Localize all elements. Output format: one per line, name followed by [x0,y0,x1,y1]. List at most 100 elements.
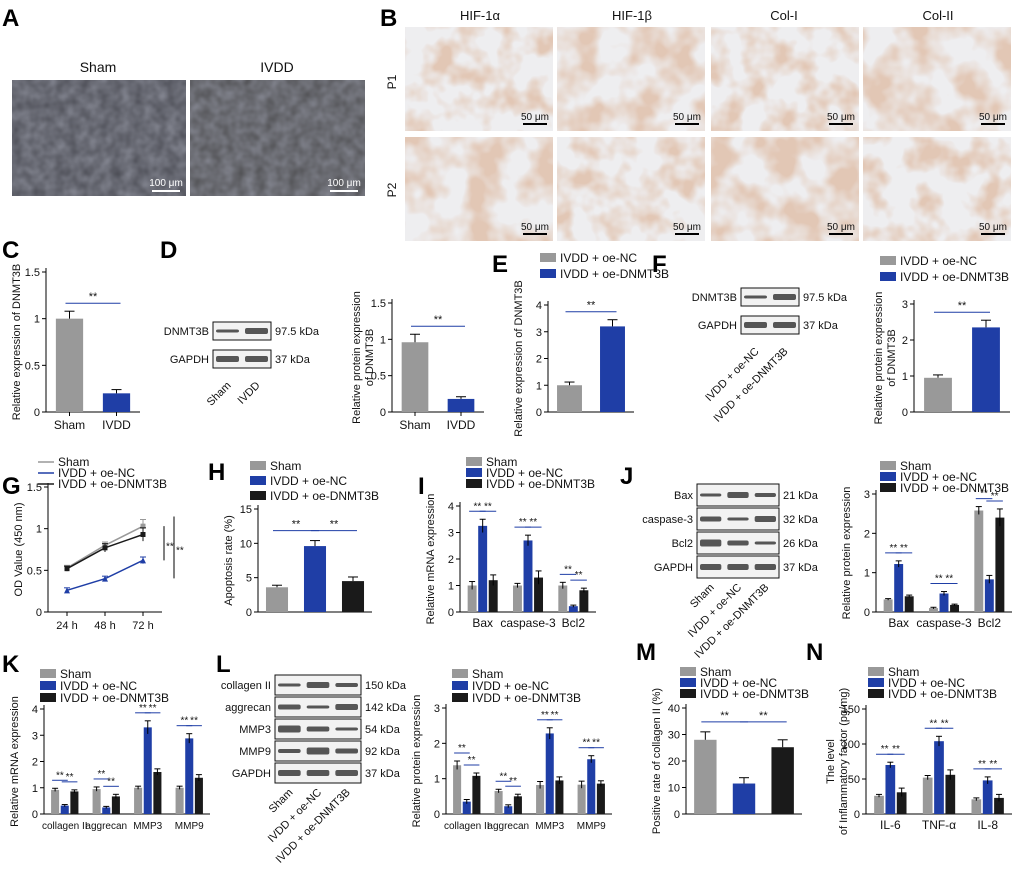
significance-label: ** [458,743,466,754]
panel-a: A Sham IVDD 100 μm 100 μm [2,5,365,196]
blot-band [245,356,268,362]
panel-label-d: D [160,237,177,264]
y-axis-label: Apoptosis rate (%) [223,515,235,605]
y-axis-label-line: of DNMT3B [364,329,376,386]
blot-band [773,322,796,328]
bar-bax-sham [883,599,893,612]
blot-band [335,704,358,710]
panel-label-m: M [636,639,656,666]
significance-label: ** [945,574,953,585]
blot-band [754,493,776,497]
y-axis-label: The levelof Inflammatory factor (pg/mg) [825,688,850,835]
blot-band [744,322,767,328]
stain-image-col-i-p2: 50 μm [711,137,859,241]
x-tick-label: IL-6 [880,818,901,832]
bar-bcl2-sham [974,510,984,612]
bar-ivdd-oe-dnmt3b [972,327,1000,412]
panel-b: B HIF-1α HIF-1β Col-I Col-II P1 P2 50 μm… [380,5,1011,241]
y-tick-label: 2 [864,528,870,540]
legend-label: IVDD + oe-DNMT3B [900,481,1009,495]
blot-strip-dnmt3b [740,287,800,307]
significance-label: ** [958,300,967,312]
blot-band [306,705,330,709]
bar-ivdd-oe-nc [924,377,952,412]
significance-label: ** [468,755,476,766]
y-tick-label: 3 [32,730,38,742]
blot-band [278,704,301,710]
y-tick-label: 0 [902,407,908,419]
legend-swatch [250,491,266,500]
stain-image-col-i-p1: 50 μm [711,27,859,131]
bar-aggrecan-ivdd-oe-dnmt3b [111,796,120,814]
y-tick-label: 0 [32,809,38,821]
significance-label: ** [991,491,999,502]
x-tick-label: Bax [888,616,909,630]
bar-sham [55,318,84,412]
scale-bar-label: 100 μm [327,178,361,189]
bar-aggrecan-ivdd-oe-nc [102,807,111,814]
legend-label: IVDD + oe-NC [486,466,563,480]
x-tick-label: IVDD [447,418,476,432]
blot-row-label: GAPDH [170,354,209,366]
significance-label: ** [587,300,596,312]
significance-label: ** [190,716,198,727]
legend-label: IVDD + oe-NC [60,679,137,693]
legend-swatch [680,667,696,676]
y-axis-label: Relative expression of DNMT3B [11,264,23,421]
blot-band [278,749,301,753]
blot-band [306,682,330,688]
legend-swatch [452,681,468,690]
blot-row-label: DNMT3B [164,326,209,338]
bar-il-6-ivdd-oe-dnmt3b [896,792,907,814]
bar-ivdd-oe-dnmt3b [771,747,794,814]
blot-band [727,492,749,498]
stain-image-hif-1-p2: 50 μm [405,137,553,241]
legend-label: IVDD + oe-NC [900,254,977,268]
significance-label: ** [881,744,889,755]
x-tick-label: Bax [472,616,493,630]
y-tick-label: 20 [668,756,680,768]
y-tick-label: 2 [902,335,908,347]
data-point [64,587,70,594]
significance-label: ** [509,776,517,787]
bar-mmp9-sham [577,784,586,814]
legend-swatch [40,681,56,690]
y-tick-label: 3 [902,299,908,311]
row-title-p1: P1 [385,74,399,89]
bar-aggrecan-ivdd-oe-nc [504,806,513,814]
bar-sham [401,342,429,412]
legend-label: IVDD + oe-NC [700,676,777,690]
legend-label: IVDD + oe-NC [58,466,135,480]
blot-strip-dnmt3b [212,321,272,341]
blot-kda-label: 92 kDa [365,746,401,758]
y-tick-label: 0 [36,607,42,619]
legend-swatch [452,669,468,678]
blot-lane-label: IVDD [236,380,263,407]
legend-label: Sham [60,667,91,681]
bar-mmp3-ivdd-oe-nc [143,727,152,814]
bar-collagen-ii-ivdd-oe-dnmt3b [70,791,79,814]
blot-strip-gapdh [212,349,272,369]
legend-swatch [540,269,556,278]
bar-mmp3-ivdd-oe-dnmt3b [555,780,564,814]
significance-label: ** [149,703,157,714]
y-tick-label: 30 [668,730,680,742]
data-point [64,566,70,572]
x-tick-label: IVDD [102,418,131,432]
legend-swatch [880,256,896,265]
blot-row-label: caspase-3 [642,514,693,526]
legend-label: IVDD + oe-DNMT3B [700,687,809,701]
significance-label: ** [330,519,339,531]
y-tick-label: 1.5 [25,267,40,279]
blot-band [306,726,330,732]
legend-swatch [868,678,884,687]
significance-label: ** [66,772,74,783]
significance-label: ** [980,489,988,500]
blot-row-label: Bcl2 [672,538,693,550]
significance-label: ** [551,710,559,721]
bar-tnf-ivdd-oe-dnmt3b [945,774,956,814]
blot-kda-label: 37 kDa [275,354,311,366]
blot-row-label: Bax [674,490,693,502]
